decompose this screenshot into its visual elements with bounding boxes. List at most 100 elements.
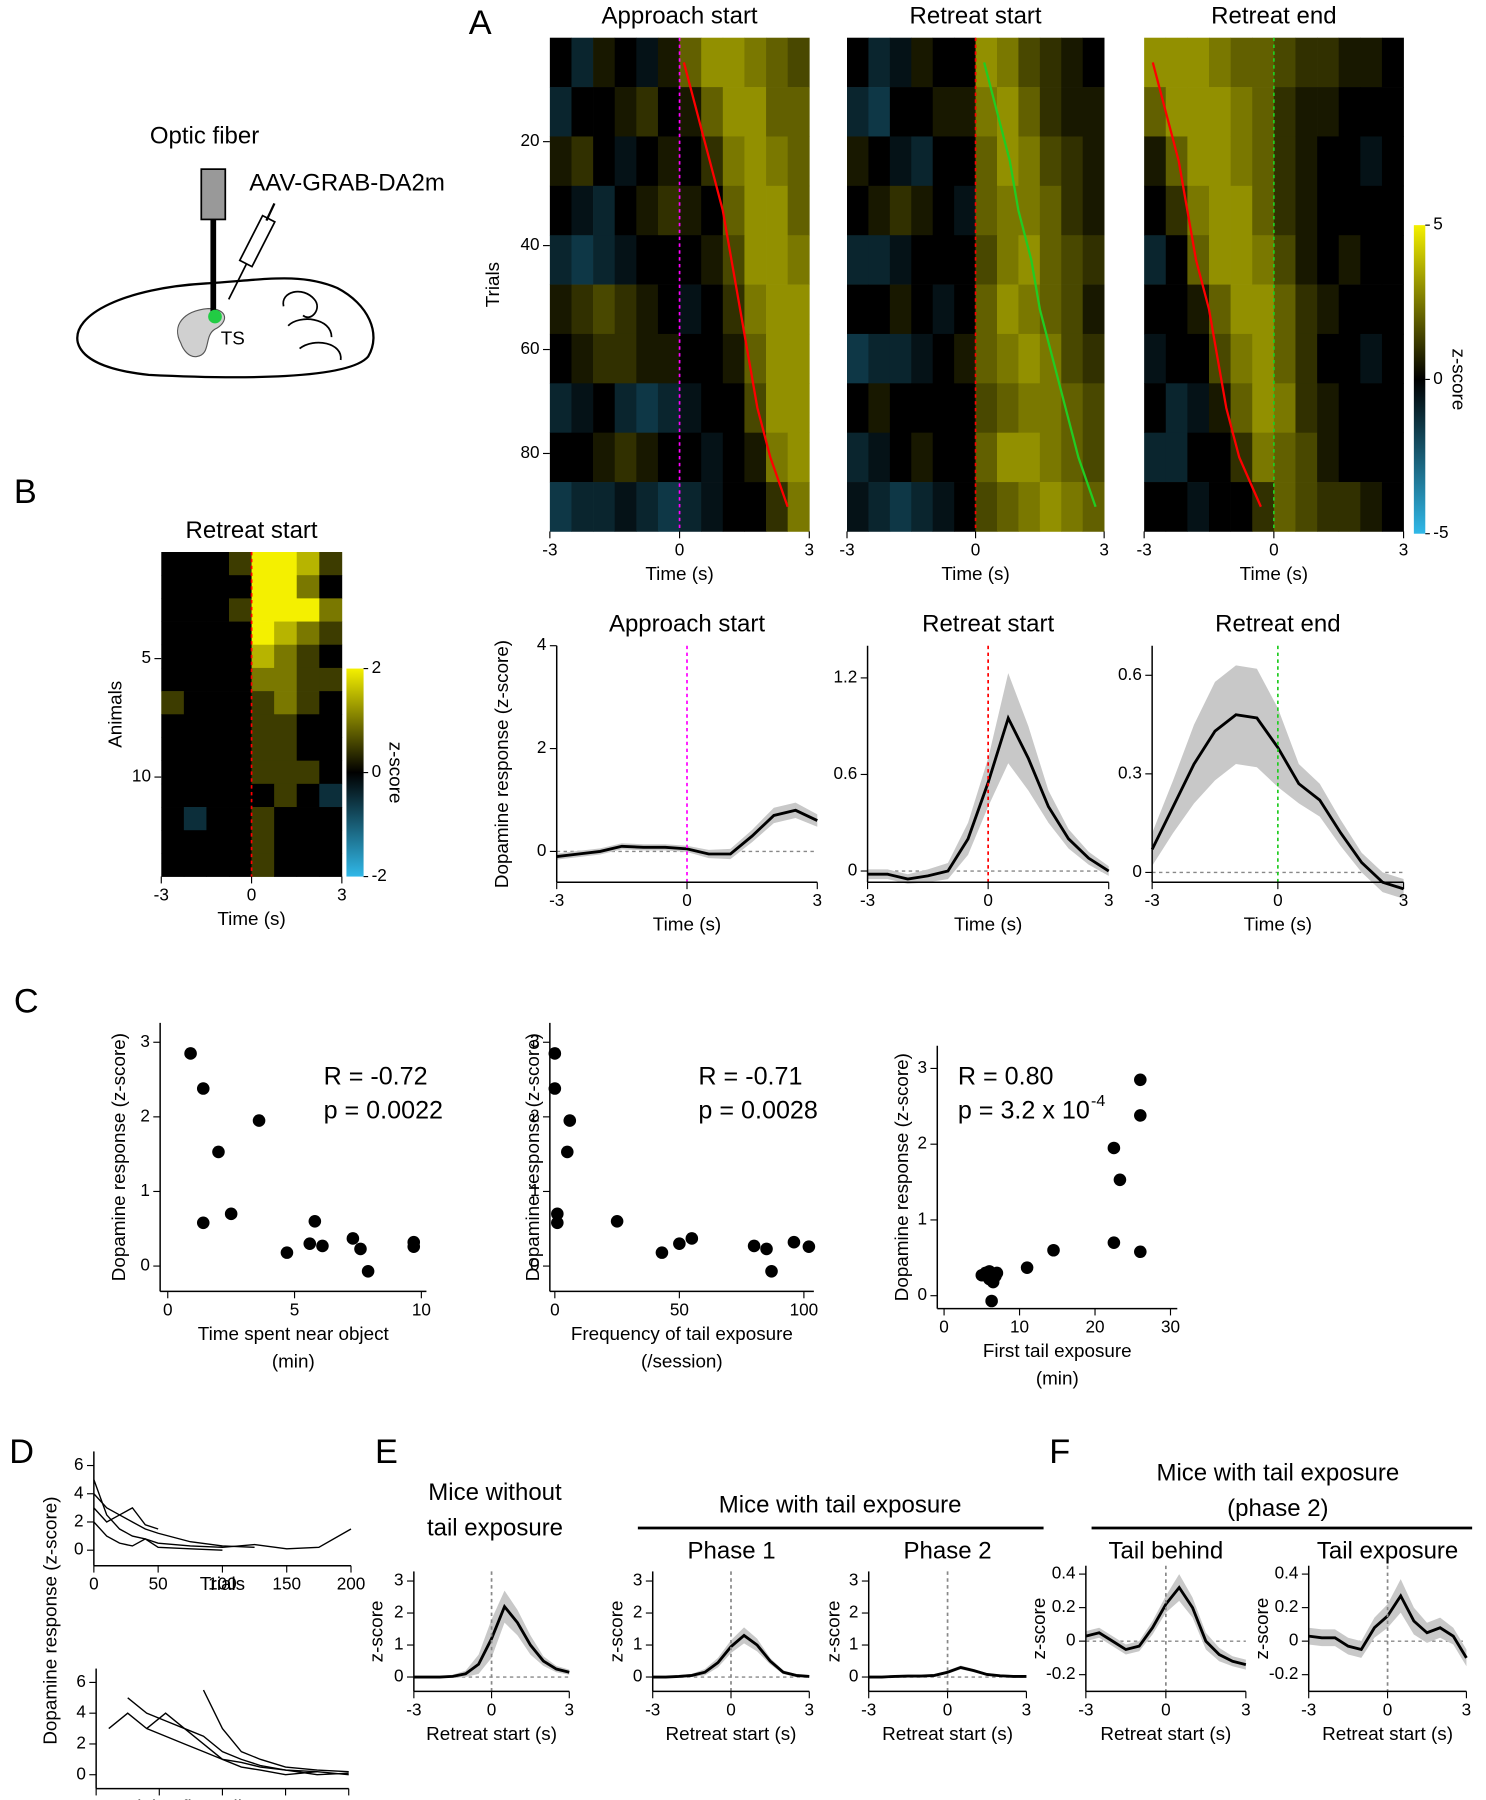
heatmap-cell bbox=[1144, 87, 1167, 137]
heatmap-cell bbox=[1082, 37, 1105, 88]
heatmap-cell bbox=[1209, 235, 1231, 285]
heatmap-cell bbox=[274, 575, 298, 599]
y-tick-label: 3 bbox=[849, 1570, 859, 1590]
heatmap-cell bbox=[319, 598, 343, 622]
heatmap-cell bbox=[1018, 185, 1041, 236]
heatmap-cell bbox=[636, 37, 659, 88]
heatmap-cell bbox=[975, 235, 998, 285]
heatmap-cell bbox=[889, 136, 912, 187]
x-axis-label: First tail exposure bbox=[983, 1340, 1132, 1361]
heatmap-cell bbox=[787, 37, 810, 88]
heatmap-cell bbox=[161, 575, 185, 599]
heatmap-cell bbox=[229, 830, 252, 854]
scatter-point bbox=[551, 1216, 564, 1230]
x-tick-label: 0 bbox=[163, 1299, 173, 1319]
heatmap-cell bbox=[701, 185, 724, 236]
heatmap-cell bbox=[251, 691, 275, 715]
x-tick-label: 3 bbox=[1022, 1699, 1032, 1719]
injection-site bbox=[208, 309, 222, 324]
heatmap-cell bbox=[787, 136, 810, 187]
scatter-point bbox=[224, 1207, 238, 1221]
heatmap-cell bbox=[229, 552, 252, 576]
heatmap-cell bbox=[183, 760, 207, 785]
heatmap-cell bbox=[296, 737, 320, 761]
heatmap-cell bbox=[183, 714, 207, 738]
heatmap-cell bbox=[1061, 432, 1084, 483]
y-tick-label: 2 bbox=[76, 1732, 86, 1752]
heading: (phase 2) bbox=[1227, 1495, 1328, 1522]
colorbar-tick-label: 0 bbox=[1433, 368, 1443, 388]
heatmap-cell bbox=[274, 760, 298, 785]
heatmap-cell bbox=[161, 760, 185, 785]
scatter-point bbox=[361, 1265, 375, 1278]
x-axis-label: Time (s) bbox=[653, 914, 721, 935]
scatter-point bbox=[1113, 1173, 1127, 1187]
series-line bbox=[93, 1479, 352, 1550]
heatmap-cell bbox=[657, 37, 680, 88]
y-tick-label: 2 bbox=[140, 1105, 150, 1125]
heatmap-cell bbox=[183, 552, 207, 576]
heatmap-cell bbox=[1144, 333, 1167, 384]
x-tick-label: 20 bbox=[1085, 1317, 1104, 1337]
heatmap-cell bbox=[975, 482, 998, 532]
heatmap-cell bbox=[911, 383, 934, 434]
heatmap-cell bbox=[161, 552, 185, 576]
series-line bbox=[93, 1493, 255, 1549]
heatmap-cell bbox=[1061, 383, 1084, 434]
heatmap-cell bbox=[1018, 37, 1041, 88]
annotation: R = 0.80 bbox=[958, 1062, 1054, 1090]
x-axis-label: Time (s) bbox=[217, 908, 285, 929]
heatmap-cell bbox=[701, 284, 724, 335]
heatmap-cell bbox=[1317, 235, 1340, 285]
heatmap-cell bbox=[161, 853, 185, 877]
y-tick-label: 0 bbox=[537, 840, 547, 860]
x-tick-label: -3 bbox=[860, 890, 875, 910]
y-tick-label: 2 bbox=[530, 1105, 540, 1125]
x-tick-label: -3 bbox=[542, 539, 557, 559]
heatmap-cell bbox=[1273, 87, 1296, 137]
y-tick-label: 0 bbox=[394, 1666, 404, 1686]
heatmap-cell bbox=[549, 482, 572, 532]
heatmap-cell bbox=[679, 235, 702, 285]
x-tick-label: -3 bbox=[406, 1699, 421, 1719]
heatmap-cell bbox=[1209, 284, 1231, 335]
y-axis-label: Dopamine response (z-score) bbox=[108, 1033, 129, 1281]
heatmap-cell bbox=[1360, 136, 1383, 187]
heatmap-cell bbox=[183, 691, 207, 715]
heatmap-cell bbox=[701, 235, 724, 285]
heatmap-cell bbox=[1230, 482, 1253, 532]
heatmap-cell bbox=[975, 37, 998, 88]
heatmap-cell bbox=[847, 383, 869, 434]
heatmap-cell bbox=[229, 737, 252, 761]
heatmap-cell bbox=[1295, 383, 1318, 434]
scatter-point bbox=[303, 1237, 317, 1250]
scatter-point bbox=[1134, 1073, 1147, 1087]
heatmap-cell bbox=[1360, 87, 1383, 137]
heatmap-cell bbox=[997, 383, 1019, 434]
heatmap-cell bbox=[932, 432, 955, 483]
series-line bbox=[1085, 1585, 1247, 1666]
heatmap-cell bbox=[1252, 235, 1275, 285]
heatmap-cell bbox=[911, 432, 934, 483]
heatmap-cell bbox=[1187, 284, 1210, 335]
chart-title: Retreat start bbox=[910, 2, 1042, 29]
heatmap-cell bbox=[657, 185, 680, 236]
heatmap-cell bbox=[744, 235, 767, 285]
heatmap-cell bbox=[679, 136, 702, 187]
error-band bbox=[652, 1627, 810, 1678]
y-tick-label: 0.6 bbox=[1118, 664, 1142, 684]
heatmap-cell bbox=[1230, 87, 1253, 137]
colorbar-tick-label: 5 bbox=[1433, 214, 1443, 234]
heatmap-cell bbox=[296, 853, 320, 877]
heatmap-cell bbox=[1338, 432, 1361, 483]
heatmap-cell bbox=[571, 235, 594, 285]
scatter-point bbox=[760, 1242, 773, 1256]
heatmap-cell bbox=[744, 87, 767, 137]
heatmap-cell bbox=[657, 333, 680, 384]
heatmap-cell bbox=[161, 667, 185, 692]
heatmap-cell bbox=[296, 598, 320, 622]
scatter-point bbox=[196, 1082, 210, 1095]
heatmap-cell bbox=[1295, 333, 1318, 384]
heatmap-cell bbox=[251, 644, 275, 669]
x-tick-label: 3 bbox=[805, 1699, 815, 1719]
